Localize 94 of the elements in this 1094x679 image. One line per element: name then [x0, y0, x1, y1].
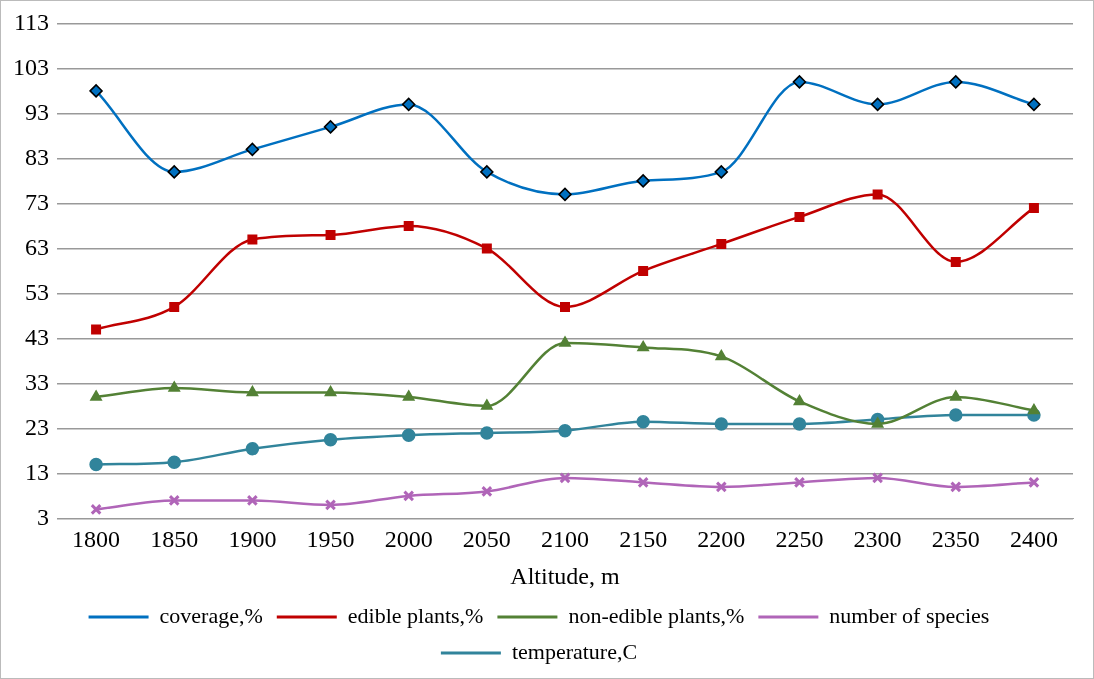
point: [950, 256, 961, 267]
x-tick-label: 1900: [228, 526, 277, 553]
point: [792, 75, 807, 89]
point: [245, 142, 260, 157]
point: [792, 417, 807, 431]
point: [401, 428, 416, 442]
x-tick-label: 1800: [72, 526, 121, 553]
x-axis-title: Altitude, m: [510, 562, 620, 589]
point: [89, 84, 103, 98]
point: [794, 211, 805, 222]
point: [323, 120, 338, 134]
x-tick-label: 2150: [619, 526, 668, 553]
point: [871, 417, 884, 428]
point: [872, 189, 883, 200]
point: [245, 441, 260, 456]
y-tick-label: 43: [25, 323, 49, 350]
y-tick-label: 63: [25, 233, 49, 260]
legend-label: coverage,%: [159, 602, 263, 628]
x-tick-label: 2200: [697, 526, 746, 553]
point: [637, 476, 649, 489]
point: [403, 220, 414, 231]
point: [169, 301, 180, 312]
y-tick-label: 83: [25, 143, 49, 170]
x-tick-label: 2400: [1009, 526, 1058, 553]
point: [323, 432, 338, 447]
point: [481, 243, 492, 254]
point: [168, 381, 181, 392]
y-tick-label: 3: [37, 503, 49, 530]
legend-label: number of species: [829, 602, 990, 628]
legend-label: non-edible plants,%: [568, 602, 745, 628]
point: [324, 499, 337, 511]
legend-label: temperature,C: [511, 638, 638, 664]
x-tick-label: 2350: [931, 526, 980, 553]
point: [1028, 202, 1039, 213]
y-tick-label: 113: [13, 8, 49, 35]
point: [636, 414, 650, 429]
x-tick-label: 2000: [384, 526, 433, 553]
point: [480, 399, 493, 410]
point: [714, 165, 729, 179]
point: [480, 426, 494, 440]
point: [949, 390, 962, 401]
point: [793, 394, 806, 406]
legend-label: edible plants,%: [347, 602, 484, 628]
point: [481, 485, 493, 498]
point: [480, 165, 494, 179]
point: [949, 75, 963, 89]
x-tick-label: 2050: [462, 526, 511, 553]
point: [167, 455, 181, 469]
point: [559, 336, 571, 347]
point: [247, 234, 258, 245]
point: [871, 472, 884, 484]
point: [638, 265, 649, 276]
y-tick-label: 93: [25, 98, 49, 125]
point: [870, 97, 885, 112]
point: [949, 408, 963, 422]
point: [1028, 476, 1040, 489]
point: [325, 229, 336, 240]
point: [90, 390, 103, 401]
point: [715, 349, 728, 361]
point: [402, 390, 415, 401]
point: [716, 238, 727, 249]
point: [90, 503, 102, 516]
point: [91, 324, 102, 335]
y-tick-label: 33: [25, 368, 49, 395]
x-tick-label: 2250: [775, 526, 824, 553]
point: [636, 174, 650, 188]
point: [793, 476, 806, 489]
point: [715, 481, 728, 493]
x-tick-label: 2300: [853, 526, 902, 553]
point: [1027, 403, 1040, 415]
point: [89, 457, 103, 472]
y-tick-label: 23: [25, 413, 49, 440]
point: [324, 385, 337, 397]
point: [714, 417, 729, 431]
x-tick-label: 1850: [150, 526, 199, 553]
point: [560, 301, 570, 312]
point: [950, 481, 962, 493]
point: [402, 490, 415, 502]
point: [246, 385, 259, 397]
point: [558, 187, 572, 202]
x-tick-label: 2100: [541, 526, 589, 553]
point: [637, 340, 650, 352]
point: [246, 494, 259, 507]
x-tick-label: 1950: [306, 526, 355, 553]
point: [1027, 97, 1041, 112]
point: [558, 423, 572, 438]
y-tick-label: 13: [25, 458, 49, 485]
point: [559, 472, 571, 484]
y-tick-label: 73: [25, 188, 49, 215]
y-tick-label: 103: [13, 53, 49, 80]
point: [167, 165, 181, 179]
point: [168, 494, 180, 507]
y-tick-label: 53: [25, 278, 49, 305]
point: [401, 97, 416, 112]
